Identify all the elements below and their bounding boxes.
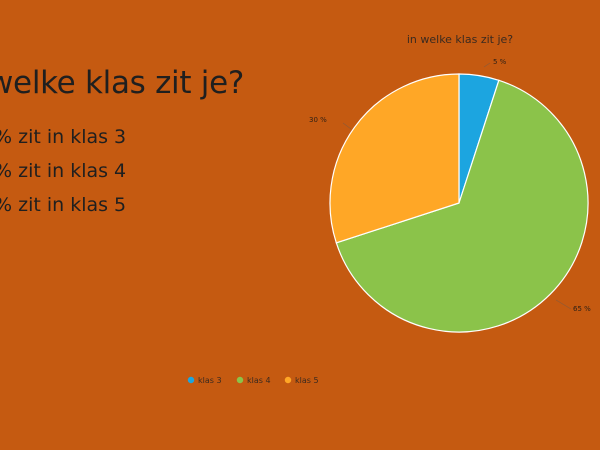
leader-line — [483, 62, 491, 68]
bullet-item: % zit in klas 5 — [0, 194, 127, 216]
legend-swatch — [187, 376, 195, 384]
leader-line — [342, 122, 352, 130]
bullet-item: % zit in klas 3 — [0, 126, 127, 148]
legend-label: klas 4 — [247, 376, 271, 385]
legend-label: klas 5 — [295, 376, 319, 385]
bullet-list: % zit in klas 3 % zit in klas 4 % zit in… — [0, 120, 126, 222]
leader-line — [555, 299, 572, 310]
pie-slice-klas-4 — [335, 79, 589, 333]
slide-title: welke klas zit je? — [0, 64, 245, 101]
bullet-item: % zit in klas 4 — [0, 160, 127, 182]
legend-item-klas-5: klas 5 — [284, 376, 319, 385]
data-label-klas-3: 5 % — [493, 58, 507, 66]
data-label-klas-4: 65 % — [573, 305, 591, 313]
legend-swatch — [284, 376, 292, 384]
legend-item-klas-3: klas 3 — [187, 376, 222, 385]
legend-swatch — [236, 376, 244, 384]
data-label-klas-5: 30 % — [309, 116, 327, 124]
chart-title: in welke klas zit je? — [407, 33, 513, 46]
legend-label: klas 3 — [198, 376, 222, 385]
legend-item-klas-4: klas 4 — [236, 376, 271, 385]
pie-slice-klas-5 — [329, 73, 460, 244]
